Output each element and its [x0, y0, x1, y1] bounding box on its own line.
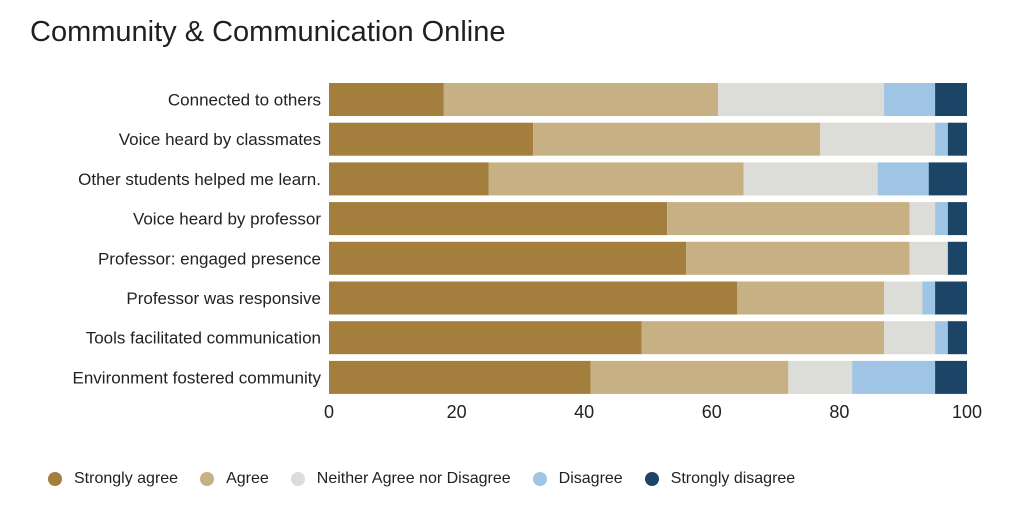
category-label: Professor: engaged presence	[98, 249, 321, 268]
category-label: Professor was responsive	[126, 289, 321, 308]
bar-segment	[884, 321, 936, 355]
category-label: Connected to others	[168, 91, 321, 110]
bar-segment	[852, 360, 936, 394]
x-tick-label: 0	[324, 402, 334, 422]
x-tick-label: 80	[829, 402, 849, 422]
bar-segment	[935, 281, 967, 315]
bar-segment	[667, 202, 910, 236]
bar-segment	[329, 360, 591, 394]
legend-item: Strongly disagree	[644, 470, 796, 488]
bar-segment	[877, 162, 929, 196]
bar-segment	[947, 122, 967, 156]
bar-segment	[935, 202, 948, 236]
bar-segment	[788, 360, 853, 394]
bar-segment	[329, 241, 687, 275]
chart-legend: Strongly agree Agree Neither Agree nor Dis…	[48, 470, 817, 488]
bar-segment	[935, 360, 967, 394]
legend-swatch	[48, 472, 62, 486]
bar-segment	[443, 83, 719, 116]
x-tick-label: 60	[702, 402, 722, 422]
category-label: Tools facilitated communication	[86, 329, 321, 348]
bar-segment	[737, 281, 885, 315]
bar-segment	[820, 122, 936, 156]
category-label: Environment fostered community	[73, 368, 322, 387]
bar-segment	[329, 122, 534, 156]
bar-segment	[641, 321, 885, 355]
bar-segment	[935, 83, 967, 116]
category-label: Voice heard by professor	[133, 210, 321, 229]
legend-item: Disagree	[532, 470, 623, 488]
bar-segment	[533, 122, 821, 156]
bar-segment	[928, 162, 967, 196]
bar-segment	[935, 321, 948, 355]
bar-segment	[329, 202, 668, 236]
bar-segment	[329, 162, 489, 196]
legend-label: Neither Agree nor Disagree	[316, 470, 511, 487]
bar-segment	[935, 122, 948, 156]
bar-segment	[909, 202, 936, 236]
bar-segment	[329, 83, 444, 116]
x-tick-label: 20	[447, 402, 467, 422]
bar-segment	[590, 360, 789, 394]
legend-label: Agree	[226, 470, 269, 487]
bar-segment	[686, 241, 910, 275]
bar-segment	[884, 83, 936, 116]
x-tick-label: 40	[574, 402, 594, 422]
legend-item: Neither Agree nor Disagree	[290, 470, 511, 488]
bar-segment	[884, 281, 923, 315]
category-label: Other students helped me learn.	[78, 170, 321, 189]
bar-segment	[922, 281, 936, 315]
x-tick-label: 100	[952, 402, 982, 422]
chart-title: Community & Communication Online	[30, 16, 506, 48]
legend-label: Disagree	[558, 470, 623, 487]
bar-segment	[329, 321, 642, 355]
bar-segment	[947, 321, 967, 355]
legend-swatch	[644, 472, 659, 486]
bar-segment	[488, 162, 744, 196]
bar-segment	[743, 162, 878, 196]
bar-segment	[329, 281, 738, 315]
bar-segment	[947, 241, 967, 275]
stacked-bar-chart: Connected to others Voice heard by classm…	[73, 83, 982, 422]
legend-item: Strongly agree	[48, 470, 178, 488]
legend-swatch	[532, 472, 547, 486]
bar-segment	[718, 83, 885, 116]
legend-label: Strongly agree	[74, 470, 179, 487]
legend-swatch	[200, 472, 215, 486]
legend-item: Agree	[200, 470, 269, 488]
bar-segment	[909, 241, 948, 275]
bar-segment	[947, 202, 967, 236]
category-label: Voice heard by classmates	[119, 130, 321, 149]
legend-label: Strongly disagree	[670, 470, 796, 487]
legend-swatch	[290, 472, 305, 486]
